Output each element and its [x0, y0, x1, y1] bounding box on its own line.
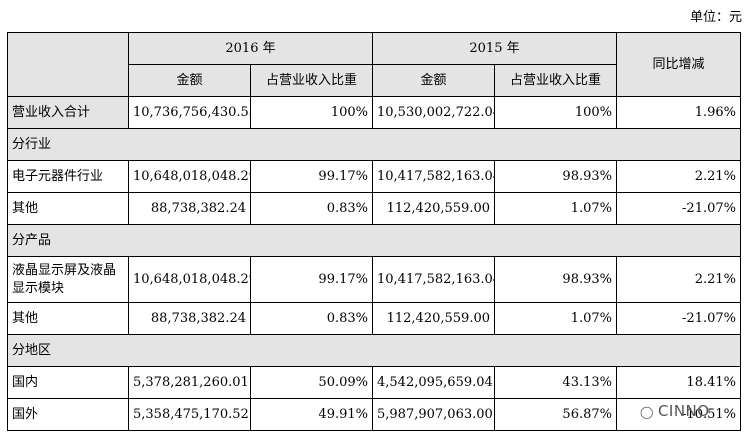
- table-row-electronic: 电子元器件行业 10,648,018,048.29 99.17% 10,417,…: [7, 160, 741, 193]
- ratio-2016: 99.17%: [250, 256, 373, 303]
- amount-2016: 88,738,382.24: [128, 192, 251, 225]
- revenue-table: 2016 年 2015 年 同比增减 金额 占营业收入比重 金额 占营业收入比重…: [7, 32, 741, 431]
- row-label: 国内: [7, 366, 129, 399]
- yoy-change: -21.07%: [616, 302, 741, 335]
- ratio-2015: 43.13%: [494, 366, 617, 399]
- ratio-2015: 56.87%: [494, 398, 617, 431]
- header-blank: [7, 32, 129, 97]
- section-row-product: 分产品: [7, 224, 741, 257]
- ratio-2015: 1.07%: [494, 192, 617, 225]
- header-ratio-2015: 占营业收入比重: [494, 64, 617, 97]
- header-2015: 2015 年: [372, 32, 617, 65]
- amount-2016: 88,738,382.24: [128, 302, 251, 335]
- table-row-product-other: 其他 88,738,382.24 0.83% 112,420,559.00 1.…: [7, 302, 741, 335]
- yoy-change: -21.07%: [616, 192, 741, 225]
- row-label: 电子元器件行业: [7, 160, 129, 193]
- yoy-change: 2.21%: [616, 160, 741, 193]
- section-label: 分产品: [7, 224, 741, 257]
- watermark: ◯ CINNO: [640, 402, 710, 420]
- header-amount-2015: 金额: [372, 64, 495, 97]
- amount-2015: 5,987,907,063.00: [372, 398, 495, 431]
- amount-2016: 10,648,018,048.29: [128, 160, 251, 193]
- amount-2015: 112,420,559.00: [372, 302, 495, 335]
- watermark-text: CINNO: [657, 402, 710, 420]
- amount-2016: 10,648,018,048.29: [128, 256, 251, 303]
- ratio-2015: 1.07%: [494, 302, 617, 335]
- yoy-change: 1.96%: [616, 96, 741, 129]
- row-label: 国外: [7, 398, 129, 431]
- yoy-change: 2.21%: [616, 256, 741, 303]
- table-row-industry-other: 其他 88,738,382.24 0.83% 112,420,559.00 1.…: [7, 192, 741, 225]
- header-row-columns: 金额 占营业收入比重 金额 占营业收入比重: [8, 64, 741, 97]
- section-row-industry: 分行业: [7, 128, 741, 161]
- ratio-2015: 98.93%: [494, 160, 617, 193]
- ratio-2016: 100%: [250, 96, 373, 129]
- wechat-icon: ◯: [640, 405, 654, 419]
- row-label: 其他: [7, 192, 129, 225]
- header-2016: 2016 年: [128, 32, 373, 65]
- yoy-change: -10.51%: [616, 398, 741, 431]
- table-row-domestic: 国内 5,378,281,260.01 50.09% 4,542,095,659…: [7, 366, 741, 399]
- ratio-2016: 0.83%: [250, 192, 373, 225]
- ratio-2016: 99.17%: [250, 160, 373, 193]
- header-yoy: 同比增减: [616, 32, 741, 97]
- amount-2016: 5,378,281,260.01: [128, 366, 251, 399]
- table-row-foreign: 国外 5,358,475,170.52 49.91% 5,987,907,063…: [7, 398, 741, 431]
- yoy-change: 18.41%: [616, 366, 741, 399]
- table-row-total: 营业收入合计 10,736,756,430.53 100% 10,530,002…: [7, 96, 741, 129]
- ratio-2016: 49.91%: [250, 398, 373, 431]
- amount-2015: 4,542,095,659.04: [372, 366, 495, 399]
- section-label: 分地区: [7, 334, 741, 367]
- row-label: 其他: [7, 302, 129, 335]
- header-row-years: 2016 年 2015 年 同比增减: [7, 32, 741, 97]
- amount-2015: 112,420,559.00: [372, 192, 495, 225]
- header-ratio-2016: 占营业收入比重: [250, 64, 373, 97]
- row-label: 液晶显示屏及液晶显示模块: [7, 256, 129, 303]
- section-row-region: 分地区: [7, 334, 741, 367]
- ratio-2015: 100%: [494, 96, 617, 129]
- amount-2016: 5,358,475,170.52: [128, 398, 251, 431]
- ratio-2016: 50.09%: [250, 366, 373, 399]
- amount-2015: 10,530,002,722.04: [372, 96, 495, 129]
- header-amount-2016: 金额: [128, 64, 251, 97]
- unit-label: 单位：元: [689, 10, 742, 25]
- amount-2016: 10,736,756,430.53: [128, 96, 251, 129]
- section-label: 分行业: [7, 128, 741, 161]
- ratio-2016: 0.83%: [250, 302, 373, 335]
- row-label: 营业收入合计: [7, 96, 129, 129]
- amount-2015: 10,417,582,163.04: [372, 256, 495, 303]
- ratio-2015: 98.93%: [494, 256, 617, 303]
- amount-2015: 10,417,582,163.04: [372, 160, 495, 193]
- table-row-lcd: 液晶显示屏及液晶显示模块 10,648,018,048.29 99.17% 10…: [7, 256, 741, 303]
